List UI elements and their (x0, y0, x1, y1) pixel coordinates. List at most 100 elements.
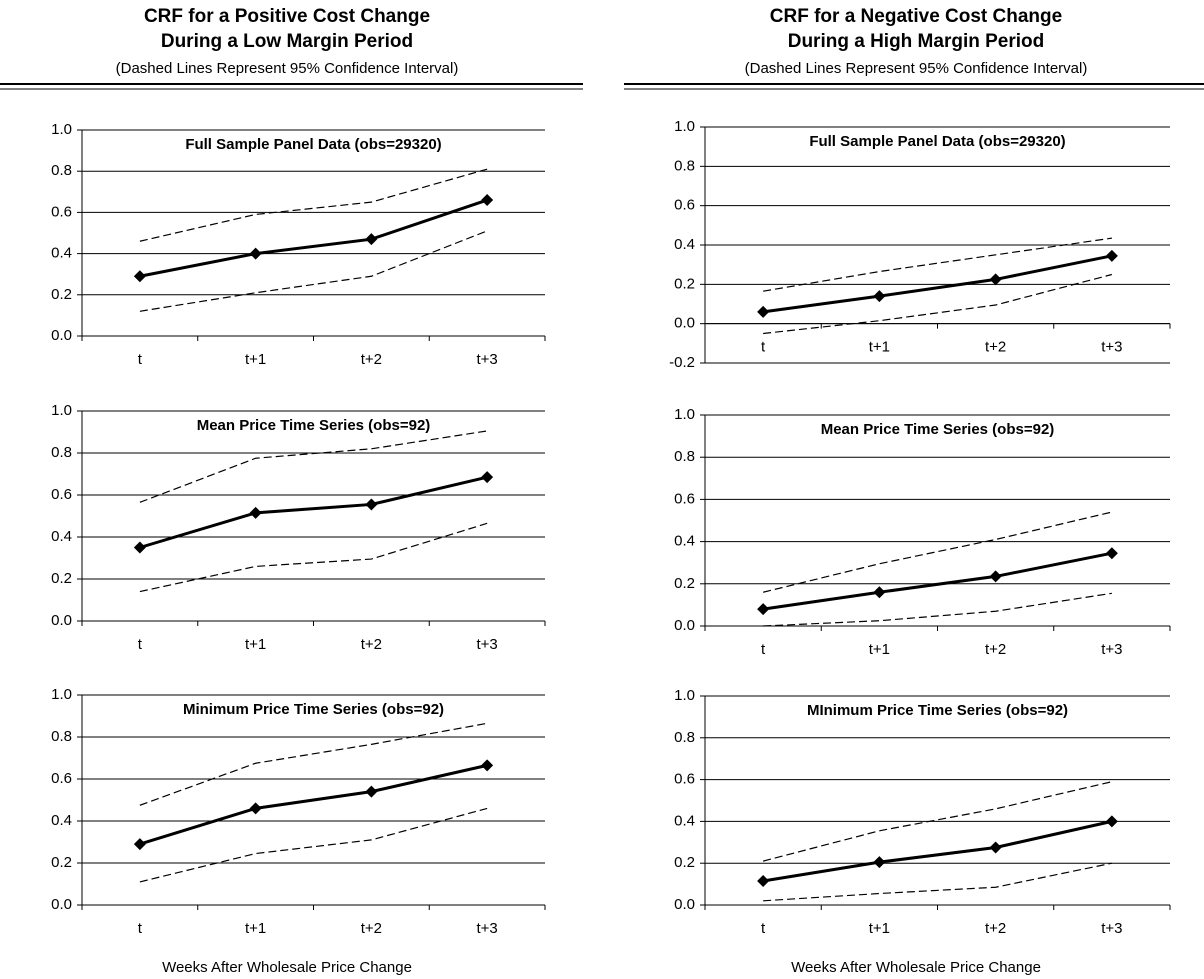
x-tick-label: t+3 (1101, 641, 1122, 658)
y-tick-label: 1.0 (674, 406, 695, 423)
chart-title: Minimum Price Time Series (obs=92) (183, 701, 444, 718)
x-tick-label: t+2 (985, 641, 1006, 658)
chart-title: Mean Price Time Series (obs=92) (821, 421, 1055, 438)
marker (133, 541, 146, 554)
x-tick-label: t (138, 920, 143, 937)
marker (989, 273, 1002, 286)
y-tick-label: 0.6 (674, 490, 695, 507)
y-tick-label: 0.2 (51, 854, 72, 871)
marker (365, 233, 378, 246)
y-tick-label: 0.8 (51, 162, 72, 179)
series-line (762, 781, 1113, 862)
series-line (763, 862, 1113, 902)
series-line (139, 475, 488, 549)
marker (757, 603, 770, 616)
x-tick-label: t+1 (869, 641, 890, 658)
chart-title: MInimum Price Time Series (obs=92) (807, 702, 1068, 719)
x-tick-label: t+2 (985, 339, 1006, 356)
x-tick-label: t (138, 351, 143, 368)
marker (1105, 815, 1118, 828)
x-tick-label: t (761, 641, 766, 658)
y-tick-label: 0.0 (674, 896, 695, 913)
series-line (763, 237, 1112, 292)
series-line (763, 273, 1113, 335)
series-line (762, 551, 1113, 611)
marker (989, 841, 1002, 854)
y-tick-label: 0.0 (51, 327, 72, 344)
chart-title: Full Sample Panel Data (obs=29320) (809, 133, 1065, 150)
y-tick-label: 0.2 (51, 286, 72, 303)
series-line (139, 763, 488, 846)
x-tick-label: t+3 (1101, 920, 1122, 937)
x-tick-label: t+2 (361, 920, 382, 937)
marker (365, 498, 378, 511)
marker (873, 856, 886, 869)
y-tick-label: 0.8 (674, 448, 695, 465)
column-title: During a Low Margin Period (161, 31, 413, 52)
marker (481, 759, 494, 772)
marker (249, 247, 262, 260)
y-tick-label: 0.0 (51, 612, 72, 629)
y-tick-label: 0.8 (51, 444, 72, 461)
y-tick-label: 0.0 (674, 315, 695, 332)
series-line (762, 511, 1113, 593)
series-line (139, 722, 488, 806)
y-tick-label: 1.0 (674, 687, 695, 704)
y-tick-label: 0.4 (51, 528, 72, 545)
chart-title: Mean Price Time Series (obs=92) (197, 417, 431, 434)
marker (133, 838, 146, 851)
marker (757, 874, 770, 887)
x-tick-label: t+1 (869, 920, 890, 937)
x-tick-label: t (761, 339, 766, 356)
series-line (139, 807, 488, 883)
x-tick-label: t+1 (245, 351, 266, 368)
y-tick-label: 0.4 (51, 812, 72, 829)
y-tick-label: 0.6 (674, 771, 695, 788)
x-axis-label: Weeks After Wholesale Price Change (791, 959, 1041, 976)
x-tick-label: t+3 (476, 920, 497, 937)
y-tick-label: 1.0 (51, 402, 72, 419)
x-tick-label: t (138, 636, 143, 653)
series-line (139, 522, 488, 593)
y-tick-label: 0.0 (51, 896, 72, 913)
chart-title: Full Sample Panel Data (obs=29320) (185, 136, 441, 153)
y-tick-label: 0.4 (674, 812, 695, 829)
y-tick-label: 0.6 (51, 770, 72, 787)
column-title: During a High Margin Period (788, 31, 1045, 52)
y-tick-label: 0.2 (51, 570, 72, 587)
series-line (139, 430, 488, 503)
marker (989, 570, 1002, 583)
x-tick-label: t+3 (476, 351, 497, 368)
x-tick-label: t+1 (245, 636, 266, 653)
column-subtitle: (Dashed Lines Represent 95% Confidence I… (745, 60, 1088, 77)
marker (873, 586, 886, 599)
column-subtitle: (Dashed Lines Represent 95% Confidence I… (116, 60, 459, 77)
y-tick-label: 1.0 (51, 121, 72, 138)
x-tick-label: t+1 (245, 920, 266, 937)
series-line (139, 168, 488, 242)
series-line (763, 592, 1112, 627)
series-line (762, 819, 1113, 883)
x-tick-label: t+2 (361, 351, 382, 368)
y-tick-label: 0.4 (674, 236, 695, 253)
y-tick-label: 0.6 (51, 486, 72, 503)
series-line (139, 230, 488, 312)
marker (873, 290, 886, 303)
x-tick-label: t+2 (361, 636, 382, 653)
marker (1105, 249, 1118, 262)
column-title: CRF for a Positive Cost Change (144, 6, 430, 27)
y-tick-label: 0.2 (674, 275, 695, 292)
column-title: CRF for a Negative Cost Change (770, 6, 1062, 27)
marker (249, 802, 262, 815)
y-tick-label: 1.0 (674, 118, 695, 135)
y-tick-label: -0.2 (669, 354, 695, 371)
series-line (139, 198, 488, 278)
y-tick-label: 0.8 (674, 729, 695, 746)
x-tick-label: t (761, 920, 766, 937)
y-tick-label: 0.8 (674, 157, 695, 174)
marker (757, 305, 770, 318)
marker (481, 194, 494, 207)
y-tick-label: 0.2 (674, 854, 695, 871)
y-tick-label: 0.4 (51, 245, 72, 262)
